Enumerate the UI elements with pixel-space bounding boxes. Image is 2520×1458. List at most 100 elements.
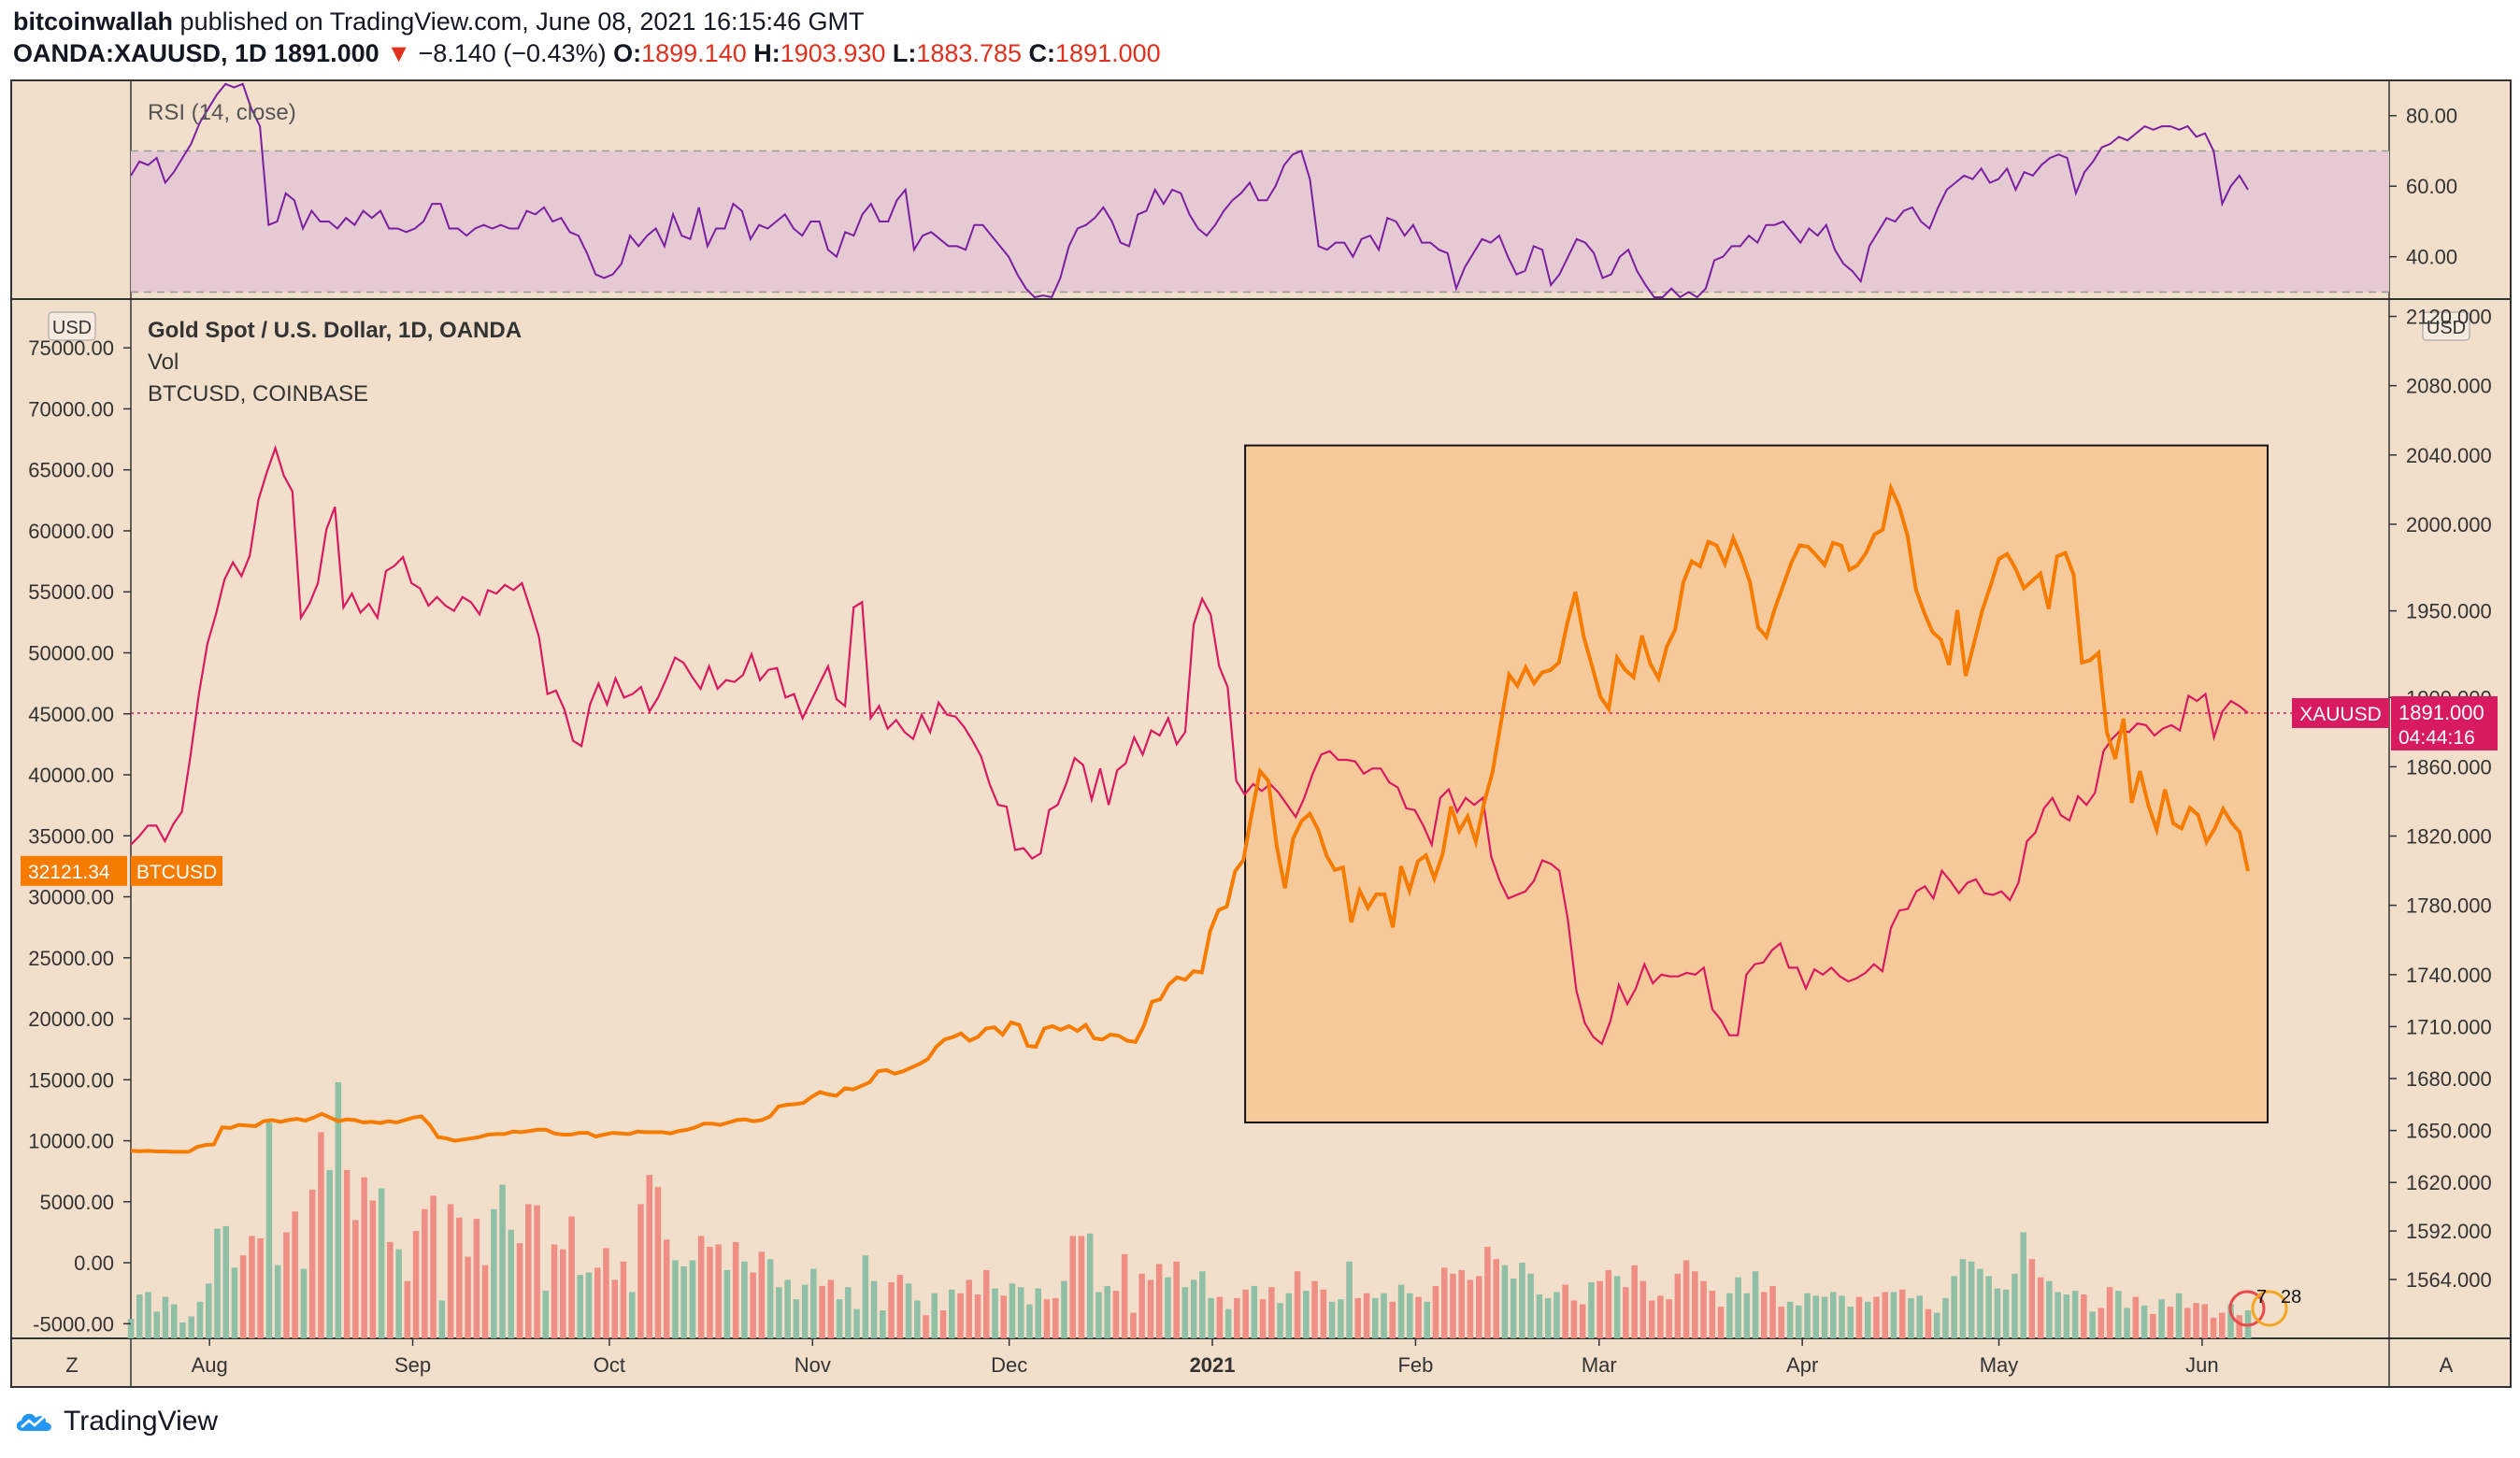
- volume-bar: [1303, 1291, 1310, 1338]
- x-tick-label: Oct: [594, 1353, 625, 1377]
- volume-bar: [1484, 1247, 1491, 1338]
- volume-bar: [1709, 1291, 1716, 1338]
- volume-bar: [206, 1283, 212, 1338]
- volume-bar: [283, 1232, 290, 1338]
- volume-bar: [1181, 1287, 1189, 1338]
- volume-bar: [1821, 1296, 1828, 1338]
- x-tick-label: Apr: [1786, 1353, 1818, 1377]
- volume-bar: [2219, 1312, 2226, 1338]
- volume-bar: [171, 1304, 178, 1338]
- volume-bar: [352, 1220, 359, 1338]
- author-name[interactable]: bitcoinwallah: [13, 7, 174, 36]
- volume-bar: [1043, 1299, 1051, 1338]
- volume-bar: [1839, 1295, 1845, 1338]
- volume-bar: [1407, 1293, 1413, 1338]
- left-unit-box: [48, 311, 96, 341]
- volume-bar: [361, 1177, 367, 1338]
- volume-bar: [404, 1280, 411, 1338]
- left-tick-label: 35000.00: [28, 824, 114, 848]
- volume-bar: [2150, 1313, 2156, 1338]
- volume-bar: [1216, 1296, 1224, 1338]
- volume-bar: [845, 1287, 852, 1338]
- volume-bar: [974, 1294, 981, 1338]
- volume-bar: [1155, 1264, 1163, 1338]
- volume-bar: [697, 1236, 705, 1338]
- volume-bar: [1743, 1293, 1751, 1338]
- volume-bar: [1242, 1289, 1249, 1338]
- volume-bar: [2132, 1296, 2140, 1338]
- volume-bar: [473, 1219, 480, 1338]
- left-tick-label: 25000.00: [28, 947, 114, 970]
- volume-bar: [196, 1301, 204, 1338]
- symbol-label[interactable]: OANDA:XAUUSD, 1D: [13, 39, 267, 67]
- volume-bar: [801, 1284, 809, 1338]
- volume-bar: [707, 1247, 713, 1338]
- close-label: C:: [1028, 39, 1056, 67]
- x-tick-label: Feb: [1397, 1353, 1433, 1377]
- volume-bar: [1311, 1280, 1318, 1338]
- volume-bar: [1570, 1300, 1578, 1338]
- left-tick-label: 30000.00: [28, 886, 114, 909]
- volume-bar: [957, 1293, 964, 1338]
- indicator-badge: 7: [2256, 1287, 2267, 1308]
- volume-bar: [2106, 1287, 2113, 1338]
- right-tick-label: 1620.000: [2406, 1171, 2492, 1194]
- volume-bar: [1138, 1273, 1145, 1338]
- left-tick-label: 10000.00: [28, 1130, 114, 1153]
- volume-bar: [2193, 1303, 2199, 1338]
- right-tick-label: 1650.000: [2406, 1120, 2492, 1143]
- x-tick-label: Aug: [192, 1353, 228, 1377]
- auto-scale-button[interactable]: A: [2440, 1353, 2454, 1377]
- x-tick-label: Nov: [795, 1353, 831, 1377]
- volume-bar: [127, 1319, 135, 1338]
- volume-bar: [369, 1200, 377, 1338]
- volume-bar: [1666, 1299, 1672, 1338]
- low-value: 1883.785: [916, 39, 1022, 67]
- volume-bar: [750, 1272, 756, 1338]
- volume-bar: [326, 1169, 333, 1338]
- xauusd-price-label: 1891.000: [2398, 701, 2484, 724]
- volume-bar: [654, 1187, 662, 1338]
- volume-bar: [1424, 1301, 1430, 1338]
- volume-bar: [257, 1238, 264, 1338]
- volume-bar: [1268, 1287, 1275, 1338]
- open-value: 1899.140: [641, 39, 747, 67]
- volume-bar: [594, 1267, 601, 1338]
- volume-bar: [222, 1225, 229, 1338]
- volume-bar: [1078, 1236, 1085, 1338]
- volume-bar: [2063, 1294, 2070, 1338]
- volume-bar: [870, 1280, 878, 1338]
- volume-bar: [387, 1241, 394, 1338]
- rsi-band: [131, 150, 2389, 293]
- volume-bar: [1908, 1297, 1914, 1338]
- xauusd-name-tag: [2292, 697, 2389, 728]
- volume-bar: [1648, 1300, 1655, 1338]
- volume-bar: [1285, 1293, 1293, 1338]
- volume-bar: [1916, 1295, 1923, 1338]
- volume-bar: [1873, 1296, 1880, 1338]
- volume-bar: [491, 1208, 497, 1338]
- volume-bar: [1251, 1285, 1258, 1338]
- xauusd-countdown: 04:44:16: [2398, 727, 2475, 749]
- tradingview-footer[interactable]: TradingView: [13, 1406, 218, 1437]
- volume-bar: [1812, 1295, 1819, 1338]
- volume-bar: [810, 1268, 817, 1338]
- right-tick-label: 1710.000: [2406, 1015, 2492, 1038]
- volume-bar: [292, 1211, 298, 1338]
- volume-bar: [1052, 1297, 1059, 1338]
- right-tick-label: 1564.000: [2406, 1268, 2492, 1292]
- right-tick-label: 1780.000: [2406, 894, 2492, 918]
- volume-bar: [1165, 1277, 1171, 1338]
- zoom-button[interactable]: Z: [65, 1353, 78, 1377]
- volume-bar: [827, 1279, 835, 1338]
- left-tick-label: 45000.00: [28, 703, 114, 726]
- volume-bar: [1536, 1294, 1543, 1338]
- volume-bar: [1527, 1273, 1534, 1338]
- volume-bar: [2124, 1308, 2130, 1338]
- volume-bar: [992, 1288, 998, 1338]
- volume-bar: [1510, 1279, 1517, 1338]
- volume-bar: [1985, 1276, 1992, 1338]
- x-tick-label: Jun: [2185, 1353, 2218, 1377]
- volume-bar: [1899, 1289, 1906, 1338]
